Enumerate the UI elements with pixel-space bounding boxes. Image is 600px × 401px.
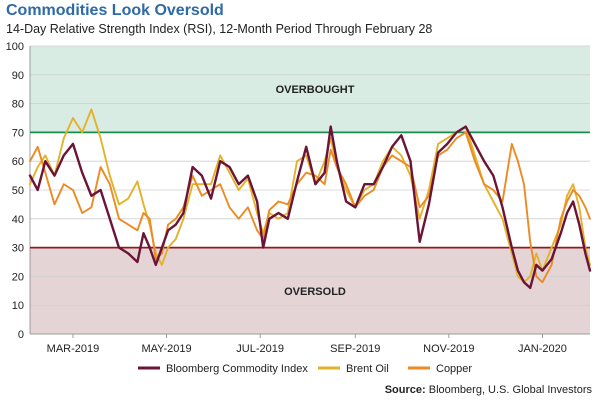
chart-title: Commodities Look Oversold	[6, 2, 224, 19]
legend-label: Copper	[436, 363, 472, 375]
y-tick-label: 10	[12, 300, 24, 312]
y-axis: 0 10 20 30 40 50 60 70 80 90 100	[6, 41, 24, 341]
x-tick-label: NOV-2019	[423, 343, 474, 355]
y-tick-label: 90	[12, 70, 24, 82]
y-tick-label: 50	[12, 185, 24, 197]
chart-subtitle: 14-Day Relative Strength Index (RSI), 12…	[6, 22, 433, 36]
overbought-label: OVERBOUGHT	[276, 84, 355, 96]
x-tick-label: JAN-2020	[518, 343, 567, 355]
series-line-bloomberg-commodity-index	[28, 125, 592, 290]
y-tick-label: 0	[18, 329, 24, 341]
series-layer	[28, 108, 592, 290]
x-axis: MAR-2019 MAY-2019 JUL-2019 SEP-2019 NOV-2019…	[47, 334, 567, 355]
x-tick-label: MAR-2019	[47, 343, 100, 355]
oversold-label: OVERSOLD	[284, 286, 346, 298]
legend: Bloomberg Commodity Index Brent Oil Copper	[138, 363, 472, 375]
grid-lines	[29, 45, 590, 335]
legend-label: Brent Oil	[346, 363, 389, 375]
x-tick-label: JUL-2019	[236, 343, 284, 355]
source-note: Source: Bloomberg, U.S. Global Investors	[385, 384, 592, 396]
y-tick-label: 40	[12, 214, 24, 226]
source-text: Bloomberg, U.S. Global Investors	[428, 384, 592, 396]
y-tick-label: 60	[12, 156, 24, 168]
series-line-copper	[29, 131, 591, 284]
y-tick-label: 100	[6, 41, 24, 53]
legend-label: Bloomberg Commodity Index	[166, 363, 308, 375]
y-tick-label: 70	[12, 127, 24, 139]
x-tick-label: SEP-2019	[330, 343, 380, 355]
overbought-zone	[30, 46, 590, 133]
source-label: Source:	[384, 384, 426, 396]
y-tick-label: 30	[12, 243, 24, 255]
y-tick-label: 80	[12, 99, 24, 111]
x-tick-label: MAY-2019	[141, 343, 191, 355]
y-tick-label: 20	[12, 271, 24, 283]
oversold-zone	[30, 247, 590, 334]
